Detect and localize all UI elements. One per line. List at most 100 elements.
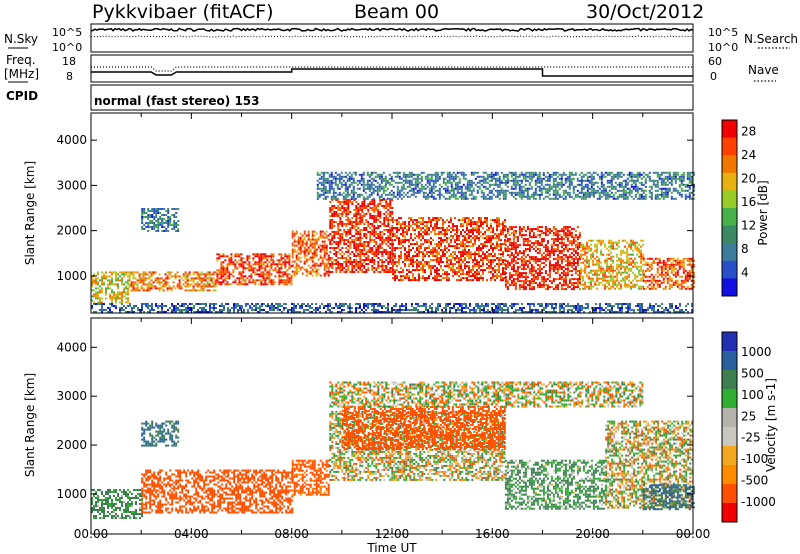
- echo-cell: [246, 277, 249, 280]
- echo-cell: [544, 278, 547, 281]
- echo-cell: [278, 277, 281, 280]
- echo-cell: [478, 237, 480, 240]
- echo-cell: [422, 271, 424, 274]
- echo-cell: [365, 213, 368, 215]
- echo-cell: [117, 287, 119, 290]
- echo-cell: [418, 189, 421, 192]
- echo-cell: [322, 193, 325, 196]
- echo-cell: [544, 228, 547, 231]
- echo-cell: [558, 276, 561, 279]
- echo-cell: [127, 283, 129, 286]
- echo-cell: [334, 171, 337, 174]
- echo-cell: [383, 207, 386, 209]
- echo-cell: [636, 261, 639, 264]
- echo-cell: [680, 259, 683, 262]
- echo-cell: [434, 175, 437, 178]
- echo-cell: [404, 173, 407, 176]
- echo-cell: [556, 236, 559, 239]
- echo-cell: [608, 281, 611, 284]
- echo-cell: [496, 193, 499, 196]
- echo-cell: [262, 275, 265, 278]
- echo-cell: [532, 248, 535, 251]
- echo-cell: [121, 283, 123, 286]
- echo-cell: [402, 191, 405, 194]
- echo-cell: [456, 245, 458, 248]
- echo-cell: [522, 268, 525, 271]
- echo-cell: [504, 195, 507, 198]
- echo-cell: [357, 209, 360, 211]
- echo-cell: [418, 265, 420, 268]
- echo-cell: [282, 261, 285, 264]
- echo-cell: [472, 265, 474, 268]
- echo-cell: [319, 248, 322, 251]
- echo-cell: [392, 263, 394, 266]
- echo-cell: [358, 173, 361, 176]
- echo-cell: [426, 227, 428, 230]
- echo-cell: [337, 267, 340, 269]
- echo-cell: [500, 243, 502, 246]
- echo-cell: [347, 211, 350, 213]
- echo-cell: [390, 193, 393, 196]
- echo-cell: [476, 221, 478, 224]
- echo-cell: [363, 207, 366, 209]
- echo-cell: [367, 225, 370, 227]
- echo-cell: [359, 229, 362, 231]
- echo-cell: [373, 215, 376, 217]
- echo-cell: [580, 261, 583, 264]
- echo-cell: [462, 223, 464, 226]
- echo-cell: [256, 255, 259, 258]
- echo-cell: [470, 223, 472, 226]
- echo-cell: [566, 226, 569, 229]
- echo-cell: [367, 245, 370, 247]
- echo-cell: [322, 189, 325, 192]
- echo-cell: [115, 297, 117, 300]
- echo-cell: [452, 245, 454, 248]
- echo-cell: [508, 179, 511, 182]
- echo-cell: [468, 261, 470, 264]
- echo-cell: [244, 279, 247, 282]
- echo-cell: [490, 231, 492, 234]
- echo-cell: [430, 219, 432, 222]
- echo-cell: [484, 257, 486, 260]
- nsearch-label: N.Search: [744, 32, 798, 46]
- echo-cell: [512, 183, 515, 186]
- echo-cell: [319, 254, 322, 257]
- echo-cell: [430, 267, 432, 270]
- echo-cell: [444, 239, 446, 242]
- echo-cell: [176, 283, 179, 286]
- echo-cell: [270, 263, 273, 266]
- echo-cell: [678, 261, 681, 264]
- echo-cell: [375, 247, 378, 249]
- echo-cell: [480, 265, 482, 268]
- echo-cell: [472, 279, 474, 282]
- echo-cell: [361, 271, 364, 273]
- echo-cell: [363, 271, 366, 273]
- echo-cell: [377, 227, 380, 229]
- echo-cell: [180, 285, 183, 288]
- echo-cell: [440, 227, 442, 230]
- echo-cell: [492, 247, 494, 250]
- echo-cell: [242, 267, 245, 270]
- echo-cell: [406, 239, 408, 242]
- echo-cell: [377, 209, 380, 211]
- echo-cell: [508, 250, 511, 253]
- echo-cell: [570, 240, 573, 243]
- echo-cell: [454, 259, 456, 262]
- echo-cell: [518, 284, 521, 287]
- echo-cell: [574, 278, 577, 281]
- echo-cell: [440, 257, 442, 260]
- echo-cell: [414, 251, 416, 254]
- echo-cell: [270, 259, 273, 262]
- echo-cell: [558, 264, 561, 267]
- echo-cell: [428, 229, 430, 232]
- echo-cell: [206, 273, 209, 276]
- echo-cell: [246, 257, 249, 260]
- echo-cell: [684, 277, 687, 280]
- echo-cell: [113, 291, 115, 294]
- echo-cell: [402, 221, 404, 224]
- echo-cell: [414, 173, 417, 176]
- echo-cell: [610, 285, 613, 288]
- echo-cell: [506, 246, 509, 249]
- echo-cell: [514, 284, 517, 287]
- echo-cell: [226, 255, 229, 258]
